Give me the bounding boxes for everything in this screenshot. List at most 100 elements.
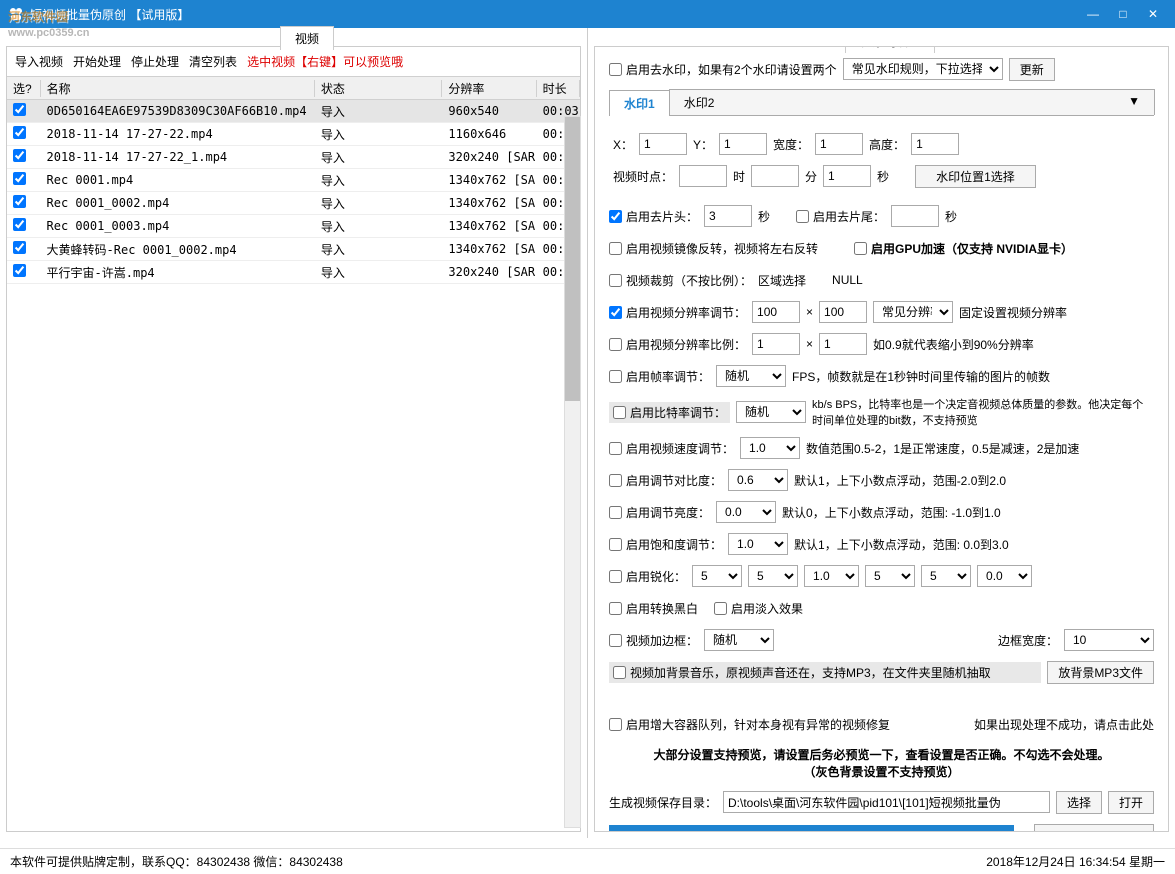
sharpen-v6[interactable]: 0.0 [977, 565, 1032, 587]
stop-processing-button[interactable]: 停止处理 [1034, 824, 1154, 831]
res-h-input[interactable] [819, 301, 867, 323]
ratio-h-input[interactable] [819, 333, 867, 355]
scrollbar[interactable] [564, 116, 581, 828]
tab-video[interactable]: 视频 [280, 26, 334, 50]
wm-y-input[interactable] [719, 133, 767, 155]
speed-checkbox[interactable] [609, 442, 622, 455]
brightness-select[interactable]: 0.0 [716, 501, 776, 523]
toolbar-hint: 选中视频【右键】可以预览哦 [247, 53, 403, 70]
ratio-checkbox[interactable] [609, 338, 622, 351]
row-checkbox[interactable] [13, 126, 26, 139]
maximize-button[interactable]: □ [1109, 4, 1137, 24]
title-bar: 短视频批量伪原创 【试用版】 — □ ✕ [0, 0, 1175, 28]
col-duration[interactable]: 时长 [537, 80, 580, 97]
clip-head-checkbox[interactable] [609, 210, 622, 223]
start-process-button[interactable]: 开始处理 [73, 53, 121, 70]
stop-process-button[interactable]: 停止处理 [131, 53, 179, 70]
col-check[interactable]: 选? [7, 80, 41, 97]
row-checkbox[interactable] [13, 149, 26, 162]
wm-x-input[interactable] [639, 133, 687, 155]
contrast-checkbox[interactable] [609, 474, 622, 487]
row-checkbox[interactable] [13, 172, 26, 185]
res-preset-select[interactable]: 常见分辨率 [873, 301, 953, 323]
resolution-checkbox[interactable] [609, 306, 622, 319]
speed-select[interactable]: 1.0 [740, 437, 800, 459]
wm-sec-input[interactable] [823, 165, 871, 187]
gpu-checkbox[interactable] [854, 242, 867, 255]
crop-checkbox[interactable] [609, 274, 622, 287]
update-button[interactable]: 更新 [1009, 58, 1055, 81]
saturation-checkbox[interactable] [609, 538, 622, 551]
row-checkbox[interactable] [13, 195, 26, 208]
sharpen-v4[interactable]: 5 [865, 565, 915, 587]
table-row[interactable]: 0D650164EA6E97539D8309C30AF66B10.mp4导入96… [7, 100, 580, 123]
wm-y-label: Y： [693, 136, 713, 153]
bitrate-select[interactable]: 随机 [736, 401, 806, 423]
tab-settings[interactable]: 伪原创设置 [845, 46, 935, 53]
wm-h-input[interactable] [911, 133, 959, 155]
table-row[interactable]: Rec 0001.mp4导入1340x762 [SA..00:00 [7, 169, 580, 192]
clear-list-button[interactable]: 清空列表 [189, 53, 237, 70]
col-resolution[interactable]: 分辨率 [442, 80, 536, 97]
wm-min-input[interactable] [751, 165, 799, 187]
table-row[interactable]: 平行宇宙-许嵩.mp4导入320x240 [SAR..00:03 [7, 261, 580, 284]
saturation-select[interactable]: 1.0 [728, 533, 788, 555]
border-checkbox[interactable] [609, 634, 622, 647]
row-name: 0D650164EA6E97539D8309C30AF66B10.mp4 [41, 104, 315, 118]
brightness-checkbox[interactable] [609, 506, 622, 519]
crop-region-button[interactable]: 区域选择 [758, 272, 806, 289]
sharpen-v3[interactable]: 1.0 [804, 565, 859, 587]
bw-checkbox[interactable] [609, 602, 622, 615]
wm-position-button[interactable]: 水印位置1选择 [915, 165, 1036, 188]
table-row[interactable]: 2018-11-14 17-27-22.mp4导入1160x64600:00 [7, 123, 580, 146]
sharpen-v5[interactable]: 5 [921, 565, 971, 587]
bgm-checkbox[interactable] [613, 666, 626, 679]
fps-select[interactable]: 随机 [716, 365, 786, 387]
ratio-w-input[interactable] [752, 333, 800, 355]
row-name: Rec 0001_0002.mp4 [41, 196, 315, 210]
container-checkbox[interactable] [609, 718, 622, 731]
wm-hour-input[interactable] [679, 165, 727, 187]
bgm-button[interactable]: 放背景MP3文件 [1047, 661, 1154, 684]
sharpen-v2[interactable]: 5 [748, 565, 798, 587]
clip-head-input[interactable] [704, 205, 752, 227]
col-name[interactable]: 名称 [41, 80, 315, 97]
save-path-label: 生成视频保存目录： [609, 794, 717, 811]
clip-tail-input[interactable] [891, 205, 939, 227]
row-checkbox[interactable] [13, 264, 26, 277]
border-select[interactable]: 随机 [704, 629, 774, 651]
clip-tail-checkbox[interactable] [796, 210, 809, 223]
import-video-button[interactable]: 导入视频 [15, 53, 63, 70]
col-status[interactable]: 状态 [315, 80, 443, 97]
minimize-button[interactable]: — [1079, 4, 1107, 24]
save-path-input[interactable] [723, 791, 1050, 813]
contrast-select[interactable]: 0.6 [728, 469, 788, 491]
table-row[interactable]: Rec 0001_0002.mp4导入1340x762 [SA..00:00 [7, 192, 580, 215]
table-row[interactable]: 大黄蜂转码-Rec 0001_0002.mp4导入1340x762 [SA..0… [7, 238, 580, 261]
row-checkbox[interactable] [13, 103, 26, 116]
mirror-checkbox[interactable] [609, 242, 622, 255]
row-checkbox[interactable] [13, 241, 26, 254]
fade-checkbox[interactable] [714, 602, 727, 615]
close-button[interactable]: ✕ [1139, 4, 1167, 24]
select-path-button[interactable]: 选择 [1056, 791, 1102, 814]
watermark1-tab[interactable]: 水印1 [609, 90, 670, 116]
start-processing-button[interactable]: 开始处理 [609, 825, 1014, 831]
open-path-button[interactable]: 打开 [1108, 791, 1154, 814]
row-checkbox[interactable] [13, 218, 26, 231]
table-row[interactable]: Rec 0001_0003.mp4导入1340x762 [SA..00:00 [7, 215, 580, 238]
table-row[interactable]: 2018-11-14 17-27-22_1.mp4导入320x240 [SAR.… [7, 146, 580, 169]
sharpen-v1[interactable]: 5 [692, 565, 742, 587]
watermark-rule-select[interactable]: 常见水印规则，下拉选择 [843, 58, 1003, 80]
res-w-input[interactable] [752, 301, 800, 323]
wm-w-input[interactable] [815, 133, 863, 155]
container-help-link[interactable]: 如果出现处理不成功，请点击此处 [974, 716, 1154, 733]
wm-time-label: 视频时点： [613, 168, 673, 185]
enable-watermark-checkbox[interactable] [609, 63, 622, 76]
watermark2-tab[interactable]: 水印2▼ [669, 89, 1155, 115]
bitrate-checkbox[interactable] [613, 406, 626, 419]
border-width-select[interactable]: 10 [1064, 629, 1154, 651]
wm-x-label: X： [613, 136, 633, 153]
sharpen-checkbox[interactable] [609, 570, 622, 583]
fps-checkbox[interactable] [609, 370, 622, 383]
